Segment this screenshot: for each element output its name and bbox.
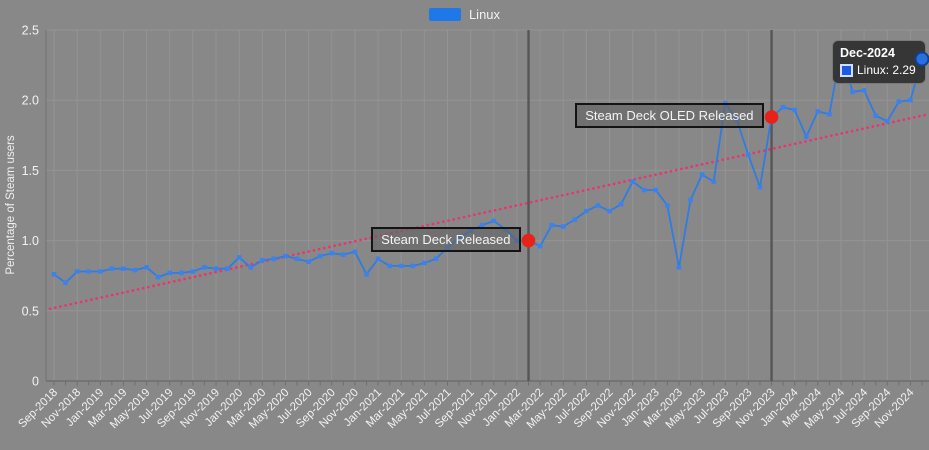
trend-line — [48, 112, 929, 311]
y-tick-label: 0 — [32, 375, 39, 389]
series-marker[interactable] — [780, 104, 786, 110]
series-marker[interactable] — [688, 197, 693, 203]
legend-swatch-linux — [428, 8, 461, 21]
series-marker[interactable] — [294, 256, 300, 262]
legend-label: Linux — [468, 7, 501, 22]
series-marker[interactable] — [190, 269, 196, 274]
series-marker[interactable] — [398, 263, 404, 269]
series-marker[interactable] — [86, 269, 92, 274]
series-marker[interactable] — [850, 89, 855, 95]
y-tick-label: 1.5 — [22, 164, 39, 178]
series-marker[interactable] — [225, 266, 230, 271]
y-axis-title: Percentage of Steam users — [5, 135, 17, 275]
series-marker[interactable] — [74, 269, 80, 274]
series-marker[interactable] — [549, 222, 554, 228]
series-marker[interactable] — [387, 263, 392, 269]
series-marker[interactable] — [873, 113, 879, 118]
series-marker[interactable] — [144, 264, 149, 270]
series-marker[interactable] — [711, 179, 716, 184]
series-marker[interactable] — [260, 257, 265, 263]
series-marker[interactable] — [827, 111, 832, 117]
series-marker[interactable] — [422, 260, 427, 266]
y-tick-label: 2.0 — [22, 94, 39, 108]
series-marker[interactable] — [618, 201, 624, 207]
series-marker[interactable] — [132, 267, 138, 273]
series-marker[interactable] — [491, 218, 497, 224]
series-marker[interactable] — [746, 152, 751, 158]
series-marker[interactable] — [560, 224, 566, 229]
series-marker[interactable] — [630, 179, 635, 184]
tooltip-row: Linux: 2.29 — [840, 63, 916, 77]
series-marker[interactable] — [271, 256, 277, 262]
series-marker[interactable] — [213, 266, 219, 271]
series-marker[interactable] — [757, 184, 763, 190]
series-marker[interactable] — [306, 259, 311, 264]
series-marker[interactable] — [803, 134, 809, 140]
tooltip-value: Linux: 2.29 — [857, 63, 916, 77]
annotation-steam-deck-oled-released: Steam Deck OLED Released — [575, 103, 764, 129]
series-marker[interactable] — [815, 109, 821, 114]
series-marker[interactable] — [410, 263, 416, 269]
data-point-dec-2024[interactable] — [914, 51, 929, 67]
series-marker[interactable] — [51, 271, 57, 277]
series-marker[interactable] — [248, 264, 254, 270]
series-marker[interactable] — [329, 250, 335, 256]
event-dot[interactable] — [521, 233, 536, 248]
series-marker[interactable] — [537, 243, 543, 249]
series-marker[interactable] — [665, 203, 670, 208]
legend[interactable]: Linux — [0, 7, 929, 22]
annotation-steam-deck-released: Steam Deck Released — [371, 226, 521, 252]
series-marker[interactable] — [896, 99, 902, 104]
series-marker[interactable] — [699, 172, 705, 177]
series-marker[interactable] — [121, 266, 126, 271]
tooltip-series-swatch — [840, 63, 853, 77]
series-marker[interactable] — [607, 208, 612, 214]
series-line-linux — [53, 48, 923, 284]
series-marker[interactable] — [584, 208, 589, 214]
tooltip: Dec-2024 Linux: 2.29 — [832, 40, 926, 84]
series-marker[interactable] — [97, 269, 103, 274]
series-marker[interactable] — [167, 270, 173, 276]
series-marker[interactable] — [653, 187, 659, 193]
y-tick-label: 1.0 — [22, 234, 39, 248]
series-marker[interactable] — [861, 88, 867, 93]
y-tick-label: 2.5 — [22, 24, 39, 38]
series-marker[interactable] — [676, 264, 682, 270]
series-marker[interactable] — [179, 270, 184, 276]
series-marker[interactable] — [202, 264, 207, 270]
series-marker[interactable] — [375, 256, 381, 262]
series-marker[interactable] — [595, 203, 601, 208]
series-marker[interactable] — [63, 280, 68, 286]
series-marker[interactable] — [884, 118, 890, 124]
series-marker[interactable] — [155, 274, 161, 280]
series-marker[interactable] — [479, 222, 485, 228]
series-marker[interactable] — [109, 266, 115, 271]
tooltip-title: Dec-2024 — [840, 46, 895, 60]
series-marker[interactable] — [572, 217, 578, 222]
event-dot[interactable] — [764, 110, 779, 124]
series-marker[interactable] — [364, 271, 369, 277]
series-marker[interactable] — [341, 252, 346, 257]
series-marker[interactable] — [908, 97, 913, 103]
series-marker[interactable] — [352, 249, 358, 255]
series-marker[interactable] — [317, 253, 323, 259]
series-marker[interactable] — [433, 256, 439, 262]
series-marker[interactable] — [236, 255, 242, 260]
series-marker[interactable] — [792, 107, 797, 113]
series-marker[interactable] — [283, 253, 288, 259]
series-marker[interactable] — [641, 187, 647, 193]
y-tick-label: 0.5 — [22, 304, 39, 318]
